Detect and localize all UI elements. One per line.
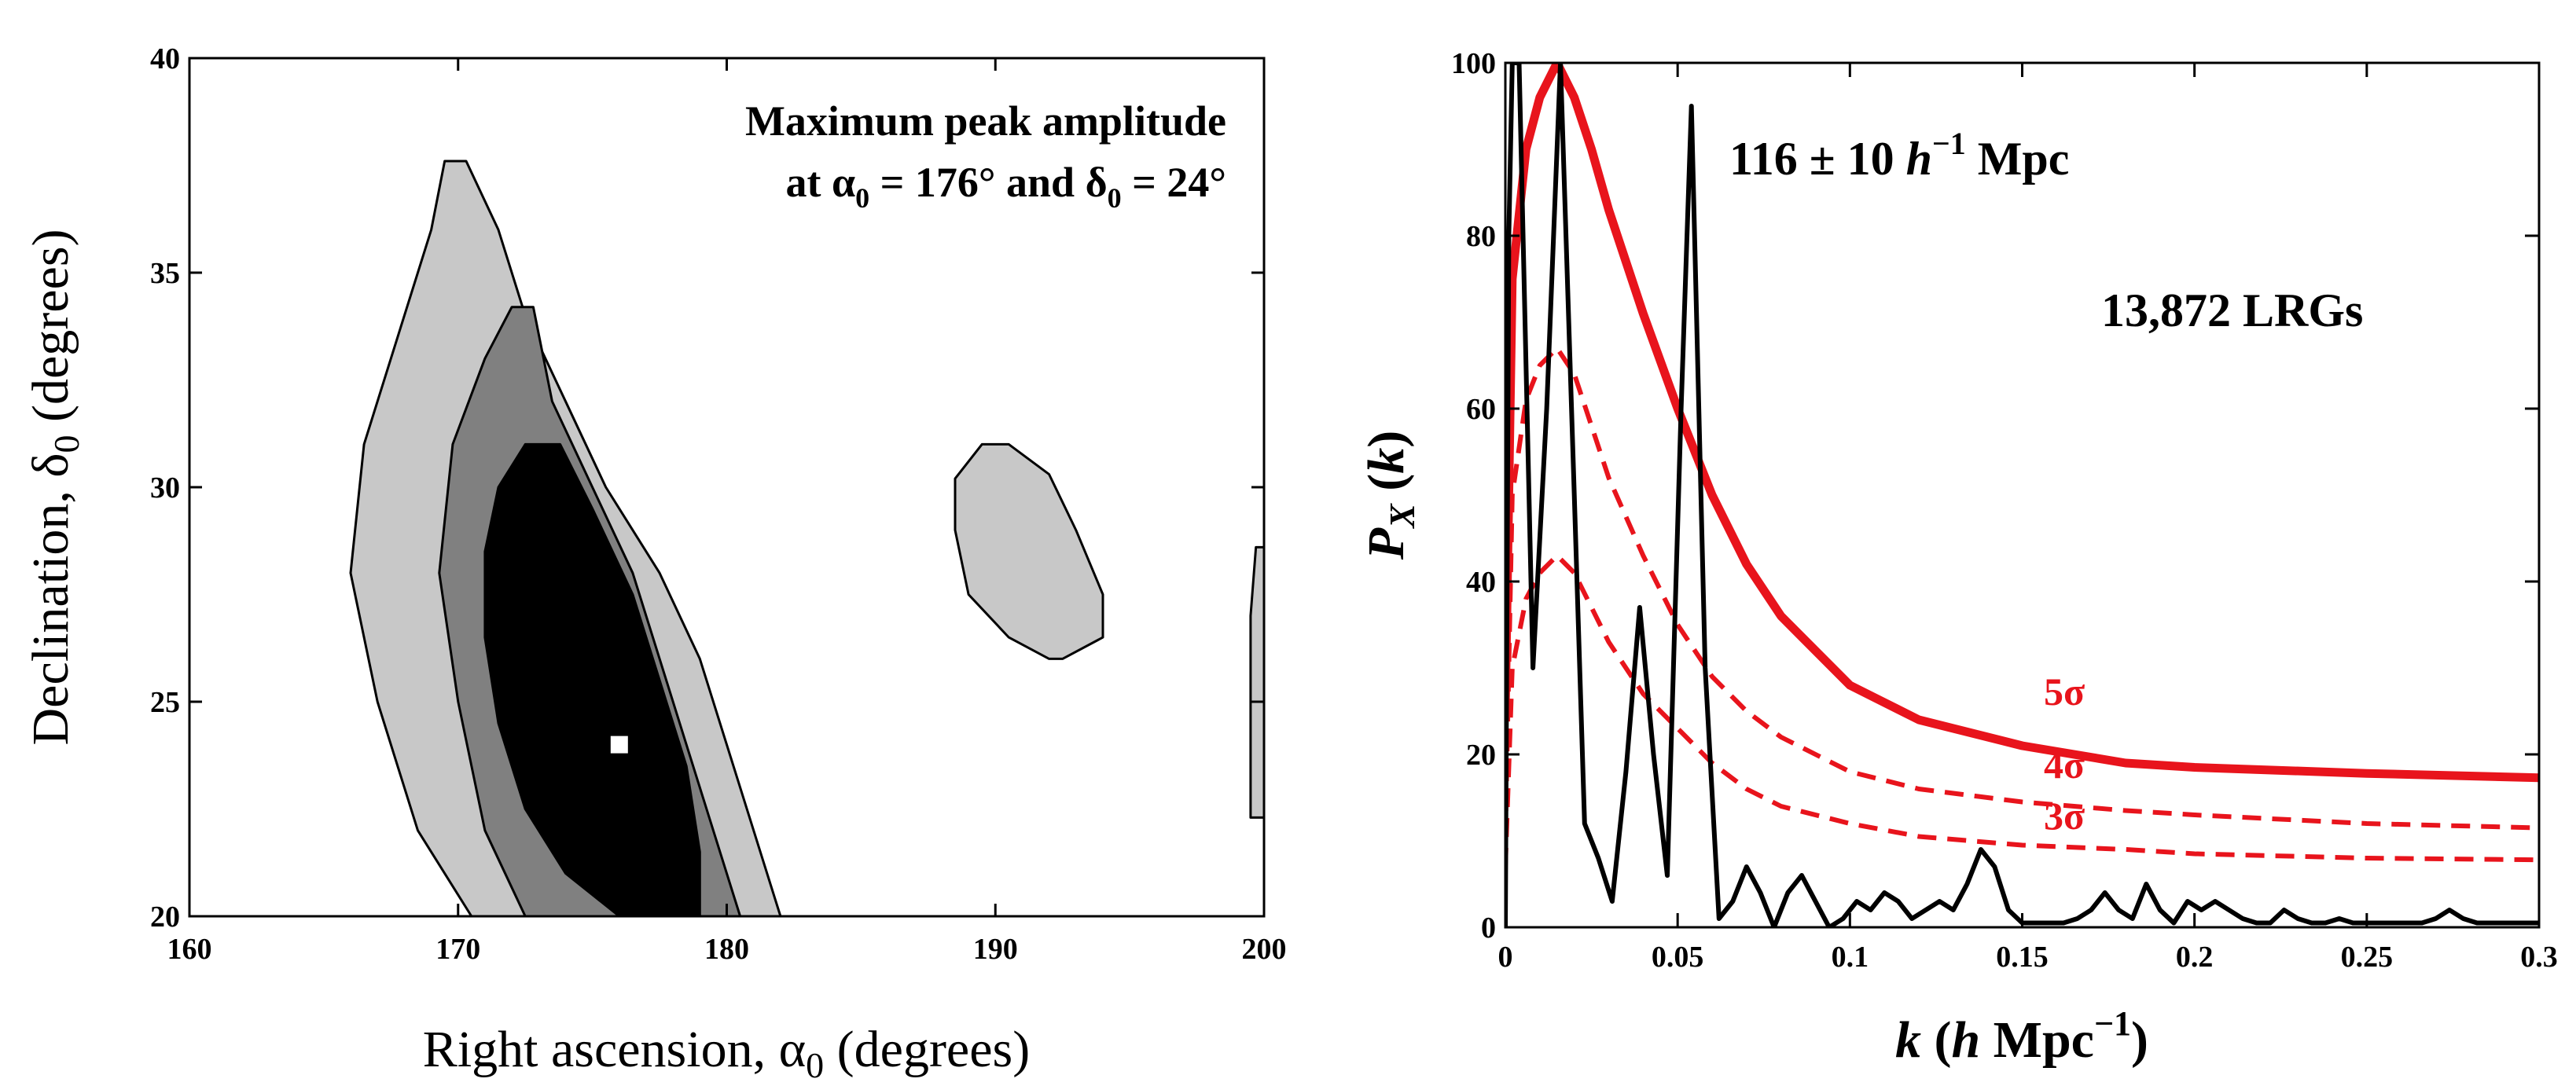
left-x-tick-label: 170	[435, 933, 480, 966]
right-y-tick-label: 60	[1466, 393, 1496, 426]
series-3σ	[1505, 553, 2539, 868]
right-power-spectrum-panel: 0 0.05 0.1 0.15 0.2 0.25 0.3 0 20 40 60 80 100 116 ±…	[1358, 47, 2558, 1069]
scale-annotation: 116 ± 10 h−1 Mpc	[1729, 126, 2069, 185]
left-y-tick-label: 30	[150, 471, 180, 504]
sample-annotation: 13,872 LRGs	[2101, 284, 2363, 336]
left-axis-ticks: 160 170 180 190 200 20 25 30 35 40	[150, 42, 1287, 966]
left-y-axis-label: Declination, δ0 (degrees)	[22, 229, 86, 745]
contour-regions	[349, 160, 1266, 918]
series-4σ	[1505, 346, 2539, 842]
left-y-tick-label: 40	[150, 42, 180, 75]
contour-inner	[483, 442, 701, 918]
series-data	[1505, 63, 2539, 927]
series-5σ	[1505, 63, 2539, 783]
left-x-tick-label: 180	[704, 933, 749, 966]
left-annotation-line1: Maximum peak amplitude	[745, 97, 1226, 145]
left-y-tick-label: 35	[150, 257, 180, 290]
right-y-tick-label: 80	[1466, 220, 1496, 253]
right-y-axis-label: PX (k)	[1358, 431, 1422, 560]
right-x-tick-label: 0.15	[1996, 941, 2049, 974]
right-x-tick-label: 0.2	[2176, 941, 2214, 974]
right-y-tick-label: 0	[1481, 912, 1496, 945]
right-x-tick-label: 0.05	[1652, 941, 1704, 974]
right-y-tick-label: 100	[1451, 47, 1496, 80]
left-y-tick-label: 25	[150, 686, 180, 719]
right-x-tick-label: 0	[1498, 941, 1513, 974]
left-x-tick-label: 200	[1242, 933, 1287, 966]
left-x-axis-label: Right ascension, α0 (degrees)	[423, 1021, 1030, 1085]
left-annotation-line2: at α0 = 176° and δ0 = 24°	[786, 159, 1226, 214]
left-x-tick-label: 160	[167, 933, 212, 966]
right-x-tick-label: 0.3	[2520, 941, 2558, 974]
left-y-tick-label: 20	[150, 901, 180, 934]
contour-edge	[1249, 545, 1266, 819]
sigma-label-5: 5σ	[2044, 670, 2085, 714]
right-x-tick-label: 0.25	[2341, 941, 2394, 974]
right-x-axis-label: k (h Mpc−1)	[1895, 1004, 2148, 1069]
sigma-label-4: 4σ	[2044, 743, 2085, 787]
right-axis-ticks: 0 0.05 0.1 0.15 0.2 0.25 0.3 0 20 40 60 80 100	[1451, 47, 2558, 974]
sigma-label-3: 3σ	[2044, 794, 2085, 838]
right-x-tick-label: 0.1	[1832, 941, 1869, 974]
spectrum-series	[1505, 63, 2539, 927]
contour-island	[954, 442, 1104, 660]
left-peak-marker	[610, 736, 628, 754]
right-y-tick-label: 40	[1466, 566, 1496, 599]
left-x-tick-label: 190	[973, 933, 1018, 966]
left-contour-panel: 160 170 180 190 200 20 25 30 35 40 Maximum peak a…	[22, 42, 1287, 1085]
right-y-tick-label: 20	[1466, 739, 1496, 772]
